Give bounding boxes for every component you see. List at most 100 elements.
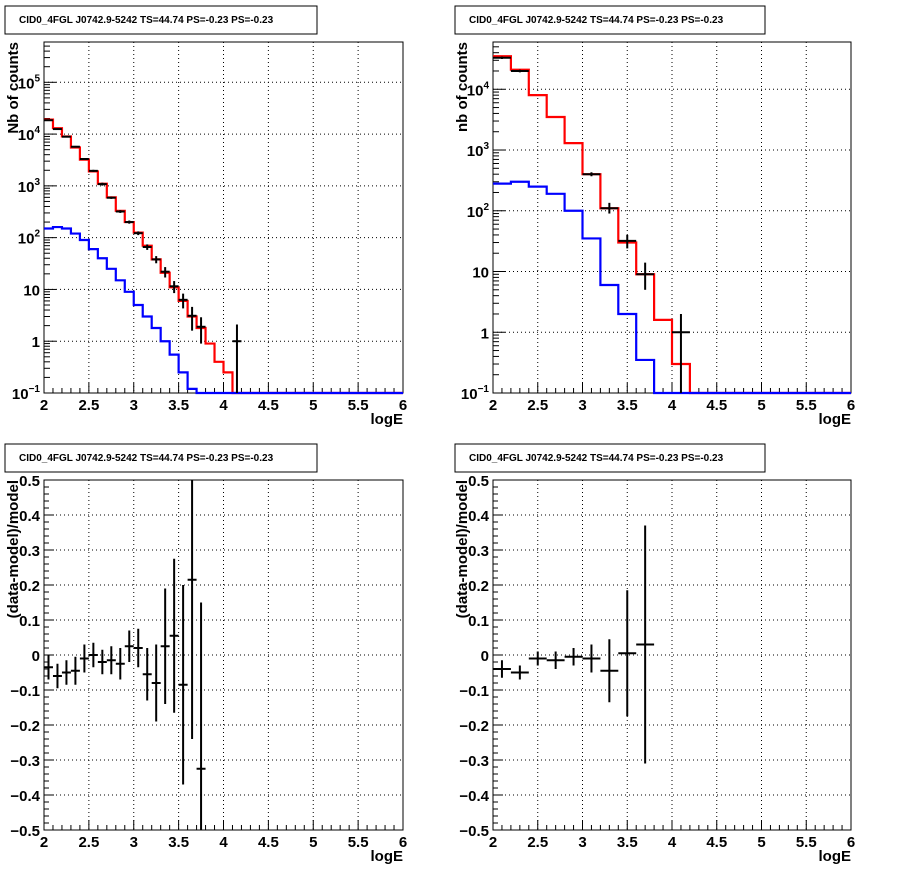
y-tick-label: −0.2 bbox=[10, 718, 40, 735]
y-tick-label: −0.1 bbox=[459, 683, 489, 700]
y-tick-label: −0.4 bbox=[459, 788, 489, 805]
y-tick-label: 0.4 bbox=[468, 508, 490, 525]
y-tick-label: −0.2 bbox=[459, 718, 489, 735]
y-tick-label: −0.3 bbox=[459, 753, 489, 770]
y-tick-label: 103 bbox=[467, 141, 490, 160]
x-tick-label: 3 bbox=[578, 397, 586, 414]
data-point bbox=[124, 220, 134, 224]
residual-point bbox=[151, 644, 161, 722]
hist-series-red bbox=[44, 118, 403, 395]
residual-point bbox=[70, 656, 80, 685]
y-tick-label: −0.1 bbox=[10, 683, 40, 700]
residual-point bbox=[493, 660, 511, 678]
chart-2: CID0_4FGL J0742.9-5242 TS=44.74 PS=-0.23… bbox=[454, 5, 855, 428]
residual-point bbox=[61, 660, 71, 685]
x-tick-label: 3 bbox=[130, 397, 138, 414]
data-point bbox=[178, 293, 188, 309]
data-point bbox=[510, 69, 529, 73]
residual-point bbox=[79, 644, 89, 673]
y-tick-label: −0.4 bbox=[10, 788, 40, 805]
x-tick-label: 2.5 bbox=[527, 397, 548, 414]
x-tick-label: 5 bbox=[309, 397, 317, 414]
residual-point bbox=[133, 628, 143, 668]
residual-point bbox=[106, 646, 116, 675]
x-tick-label: 3.5 bbox=[617, 834, 638, 851]
data-point bbox=[151, 256, 161, 264]
residual-point bbox=[169, 558, 179, 713]
chart-title: CID0_4FGL J0742.9-5242 TS=44.74 PS=-0.23… bbox=[469, 15, 724, 26]
residual-point bbox=[44, 655, 53, 680]
x-tick-label: 4 bbox=[668, 834, 677, 851]
x-tick-label: 4.5 bbox=[258, 834, 279, 851]
data-point bbox=[79, 158, 89, 161]
residual-point bbox=[564, 648, 583, 666]
residual-point bbox=[52, 663, 62, 689]
y-tick-label: 102 bbox=[467, 202, 490, 221]
x-tick-label: 4.5 bbox=[706, 397, 727, 414]
x-tick-label: 5.5 bbox=[796, 397, 817, 414]
title-box bbox=[454, 5, 766, 35]
y-tick-label: 0.5 bbox=[19, 473, 40, 490]
y-tick-label: 1 bbox=[481, 325, 489, 342]
data-point bbox=[142, 244, 152, 250]
hist-series-blue bbox=[493, 180, 851, 395]
x-tick-label: 5 bbox=[757, 397, 765, 414]
y-tick-label: 0.1 bbox=[19, 613, 40, 630]
y-tick-label: −0.5 bbox=[459, 823, 489, 840]
chart-3: CID0_4FGL J0742.9-5242 TS=44.74 PS=-0.23… bbox=[4, 443, 407, 865]
x-axis-title: logE bbox=[371, 848, 404, 865]
residual-point bbox=[160, 588, 170, 704]
y-tick-label: 104 bbox=[467, 80, 490, 99]
x-tick-label: 2.5 bbox=[527, 834, 548, 851]
y-tick-label: 10 bbox=[23, 282, 40, 299]
chart-4: CID0_4FGL J0742.9-5242 TS=44.74 PS=-0.23… bbox=[454, 443, 855, 865]
data-point bbox=[600, 202, 619, 214]
title-box bbox=[454, 443, 766, 473]
data-point bbox=[582, 172, 601, 177]
data-point bbox=[160, 267, 170, 278]
residual-point bbox=[582, 644, 601, 673]
x-tick-label: 2 bbox=[40, 834, 48, 851]
y-axis-title: Nb of counts bbox=[5, 42, 22, 134]
x-tick-label: 6 bbox=[847, 397, 855, 414]
residual-point bbox=[97, 649, 107, 675]
x-tick-label: 5.5 bbox=[796, 834, 817, 851]
y-tick-label: 0.3 bbox=[19, 543, 40, 560]
x-tick-label: 6 bbox=[847, 834, 855, 851]
data-point bbox=[618, 234, 637, 249]
y-tick-label: 10 bbox=[472, 265, 489, 282]
data-point bbox=[61, 135, 71, 138]
x-tick-label: 4 bbox=[219, 397, 228, 414]
x-tick-label: 2.5 bbox=[78, 397, 99, 414]
residual-point bbox=[88, 642, 98, 668]
x-tick-label: 6 bbox=[399, 397, 407, 414]
x-axis-title: logE bbox=[819, 848, 852, 865]
x-tick-label: 3.5 bbox=[168, 397, 189, 414]
x-tick-label: 4.5 bbox=[258, 397, 279, 414]
data-point bbox=[672, 313, 690, 393]
data-point bbox=[106, 196, 116, 199]
data-point bbox=[97, 182, 107, 186]
x-tick-label: 3 bbox=[578, 834, 586, 851]
y-tick-label: 0.4 bbox=[19, 508, 41, 525]
y-tick-label: 0 bbox=[481, 648, 489, 665]
chart-1: CID0_4FGL J0742.9-5242 TS=44.74 PS=-0.23… bbox=[4, 5, 407, 428]
data-point bbox=[232, 324, 242, 393]
residual-point bbox=[528, 651, 547, 666]
data-point bbox=[169, 281, 179, 294]
residual-point bbox=[618, 590, 637, 717]
y-tick-label: 10−1 bbox=[461, 384, 490, 403]
hist-series-blue bbox=[44, 225, 403, 395]
y-tick-label: 10−1 bbox=[12, 384, 41, 403]
data-point bbox=[493, 56, 511, 59]
y-tick-label: 0.5 bbox=[468, 473, 489, 490]
x-axis-title: logE bbox=[819, 411, 852, 428]
x-tick-label: 3.5 bbox=[617, 397, 638, 414]
residual-point bbox=[600, 639, 619, 703]
x-tick-label: 5.5 bbox=[348, 834, 369, 851]
y-axis-title: nb of counts bbox=[454, 42, 471, 132]
title-box bbox=[4, 5, 318, 35]
y-tick-label: −0.5 bbox=[10, 823, 40, 840]
data-point bbox=[196, 317, 206, 344]
